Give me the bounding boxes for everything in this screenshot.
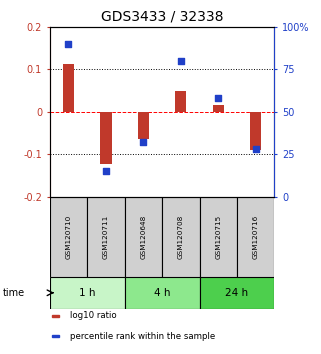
Text: percentile rank within the sample: percentile rank within the sample bbox=[70, 332, 215, 341]
Bar bbox=[138, 112, 149, 139]
Text: GSM120648: GSM120648 bbox=[140, 215, 146, 259]
Text: 4 h: 4 h bbox=[154, 288, 170, 298]
Text: GSM120715: GSM120715 bbox=[215, 215, 221, 259]
Bar bbox=[162, 197, 200, 277]
Bar bbox=[50, 277, 125, 309]
Bar bbox=[213, 105, 224, 112]
Text: GSM120711: GSM120711 bbox=[103, 215, 109, 259]
Text: GSM120710: GSM120710 bbox=[65, 215, 72, 259]
Point bbox=[216, 95, 221, 101]
Point bbox=[66, 41, 71, 46]
Bar bbox=[100, 112, 112, 164]
Point bbox=[141, 139, 146, 145]
Bar bbox=[63, 64, 74, 112]
Text: time: time bbox=[3, 288, 25, 298]
Bar bbox=[125, 277, 200, 309]
Title: GDS3433 / 32338: GDS3433 / 32338 bbox=[101, 10, 223, 24]
Bar bbox=[237, 197, 274, 277]
Text: GSM120716: GSM120716 bbox=[253, 215, 259, 259]
Text: 24 h: 24 h bbox=[225, 288, 248, 298]
Bar bbox=[200, 277, 274, 309]
Point bbox=[253, 147, 258, 152]
Text: 1 h: 1 h bbox=[79, 288, 95, 298]
Bar bbox=[250, 112, 261, 150]
Bar bbox=[52, 315, 59, 317]
Bar bbox=[87, 197, 125, 277]
Bar bbox=[175, 91, 187, 112]
Text: GSM120708: GSM120708 bbox=[178, 215, 184, 259]
Point bbox=[178, 58, 183, 63]
Text: log10 ratio: log10 ratio bbox=[70, 311, 117, 320]
Bar bbox=[125, 197, 162, 277]
Point bbox=[103, 169, 108, 174]
Bar bbox=[50, 197, 87, 277]
Bar bbox=[200, 197, 237, 277]
Bar bbox=[52, 336, 59, 337]
